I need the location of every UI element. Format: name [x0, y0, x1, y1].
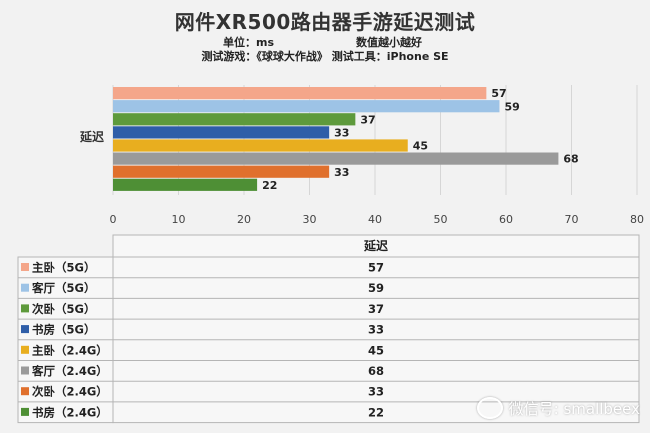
bar	[113, 165, 330, 178]
table-cell-value: 33	[368, 323, 384, 337]
legend-entry: 书房（5G）	[32, 323, 95, 337]
legend-entry: 书房（2.4G）	[32, 405, 108, 419]
bar-value-label: 22	[262, 179, 277, 192]
table-cell-value: 45	[368, 343, 384, 357]
x-tick-label: 50	[434, 213, 448, 226]
table-cell-value: 33	[368, 385, 384, 399]
legend-entry: 次卧（2.4G）	[32, 385, 108, 399]
legend-swatch	[21, 325, 29, 334]
title-block: 网件XR500路由器手游延迟测试	[0, 6, 650, 35]
watermark-text: 微信号: smallbeex	[508, 399, 640, 418]
bar-value-label: 57	[491, 87, 506, 100]
bar-value-label: 37	[360, 113, 375, 126]
bar-value-label: 59	[504, 100, 519, 113]
table-cell-value: 22	[368, 405, 384, 419]
legend-entry: 客厅（5G）	[31, 281, 95, 295]
watermark: 微信号: smallbeex	[476, 397, 640, 419]
bar-value-label: 68	[563, 153, 578, 166]
table-cell-value: 59	[368, 281, 384, 295]
legend-entry: 次卧（5G）	[32, 302, 95, 316]
bar	[113, 139, 408, 152]
data-table-frame	[112, 234, 640, 424]
table-cell-value: 37	[368, 302, 384, 316]
bar	[113, 178, 258, 191]
legend-entry: 主卧（5G）	[32, 261, 95, 275]
legend-swatch	[21, 407, 29, 416]
legend-swatch	[21, 304, 29, 313]
x-tick-label: 10	[172, 213, 186, 226]
x-tick-label: 70	[565, 213, 579, 226]
category-label: 延迟	[79, 129, 104, 144]
legend-swatch	[21, 263, 29, 271]
legend-swatch	[21, 345, 29, 354]
legend-swatch	[21, 366, 29, 375]
bar-value-label: 45	[413, 140, 428, 153]
bar-value-label: 33	[334, 166, 349, 179]
x-tick-label: 20	[237, 213, 251, 226]
bar	[113, 100, 500, 113]
x-tick-label: 40	[368, 213, 382, 226]
bar	[113, 87, 487, 100]
wechat-icon	[476, 397, 503, 419]
legend-entry: 主卧（2.4G）	[32, 343, 108, 357]
x-tick-label: 0	[110, 213, 117, 226]
bar	[113, 126, 330, 139]
x-tick-label: 30	[303, 213, 317, 226]
table-cell-value: 57	[368, 261, 384, 275]
note-label: 数值越小越好	[356, 36, 422, 49]
x-tick-label: 80	[630, 213, 644, 226]
bar-value-label: 33	[334, 127, 349, 140]
legend-swatch	[21, 387, 29, 396]
bar	[113, 113, 356, 126]
x-tick-label: 60	[499, 213, 513, 226]
table-header: 延迟	[363, 238, 388, 253]
chart-title: 网件XR500路由器手游延迟测试	[174, 10, 476, 34]
test-info: 测试游戏：《球球大作战》 测试工具：iPhone SE	[201, 50, 449, 63]
legend-entry: 客厅（2.4G）	[31, 364, 108, 378]
legend-swatch	[21, 283, 29, 292]
bar	[113, 152, 559, 165]
unit-label: 单位：ms	[223, 36, 275, 49]
table-cell-value: 68	[368, 364, 384, 378]
